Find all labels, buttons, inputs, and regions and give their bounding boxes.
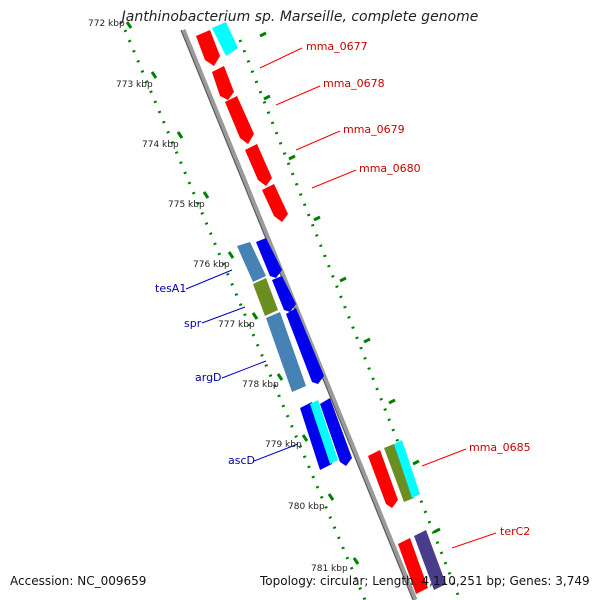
scale-label-781: 781 kbp bbox=[311, 564, 348, 574]
gene-block-middle[interactable] bbox=[237, 238, 352, 470]
gene-block-top[interactable] bbox=[196, 22, 288, 222]
inner-ruler bbox=[123, 29, 367, 600]
right-gene-labels: mma_0677 mma_0678 mma_0679 mma_0680 mma_… bbox=[306, 40, 531, 538]
gene-ascD[interactable] bbox=[300, 402, 332, 470]
label-tesA1[interactable]: tesA1 bbox=[155, 282, 186, 295]
outer-ruler bbox=[238, 39, 462, 600]
scale-label-773: 773 kbp bbox=[116, 80, 153, 90]
gene-blue-1[interactable] bbox=[256, 238, 282, 278]
gene-blue-3[interactable] bbox=[286, 308, 324, 384]
gene-cyan-0676[interactable] bbox=[212, 22, 238, 56]
scale-labels: 772 kbp 773 kbp 774 kbp 775 kbp 776 kbp … bbox=[88, 19, 348, 574]
label-ascD[interactable]: ascD bbox=[228, 454, 255, 467]
gene-blue-4[interactable] bbox=[320, 398, 352, 466]
gene-block-bottom[interactable] bbox=[368, 440, 446, 594]
left-callouts bbox=[185, 269, 299, 462]
label-argD[interactable]: argD bbox=[195, 371, 222, 384]
map-title: Janthinobacterium sp. Marseille, complet… bbox=[121, 9, 479, 25]
scale-label-780: 780 kbp bbox=[288, 502, 325, 512]
gene-mma-0677[interactable] bbox=[196, 30, 220, 66]
scale-label-777: 777 kbp bbox=[218, 320, 255, 330]
gene-cyan-lower[interactable] bbox=[394, 440, 420, 498]
label-mma-0678[interactable]: mma_0678 bbox=[323, 77, 385, 90]
label-spr[interactable]: spr bbox=[184, 317, 202, 330]
inner-ruler-ticks bbox=[125, 21, 360, 565]
gene-tesA1[interactable] bbox=[237, 242, 266, 282]
gene-mma-0681[interactable] bbox=[262, 184, 288, 222]
scale-label-775: 775 kbp bbox=[168, 200, 205, 210]
gene-terC2[interactable] bbox=[414, 530, 446, 590]
gene-cyan-ascD[interactable] bbox=[310, 400, 338, 464]
scale-label-776: 776 kbp bbox=[193, 260, 230, 270]
gene-mma-0680[interactable] bbox=[245, 144, 272, 186]
gene-terC2-red[interactable] bbox=[398, 538, 428, 594]
label-mma-0677[interactable]: mma_0677 bbox=[306, 40, 368, 53]
gene-argD[interactable] bbox=[266, 312, 306, 392]
gene-mma-0679[interactable] bbox=[225, 96, 254, 144]
accession-text: Accession: NC_009659 bbox=[10, 574, 147, 588]
label-mma-0680[interactable]: mma_0680 bbox=[359, 162, 421, 175]
scale-label-779: 779 kbp bbox=[265, 440, 302, 450]
scale-label-774: 774 kbp bbox=[142, 140, 179, 150]
gene-blue-2[interactable] bbox=[272, 276, 296, 312]
label-terC2[interactable]: terC2 bbox=[500, 525, 530, 538]
gene-mma-0678[interactable] bbox=[212, 66, 234, 100]
gene-spr[interactable] bbox=[253, 278, 278, 316]
scale-label-778: 778 kbp bbox=[242, 380, 279, 390]
outer-ruler-ticks bbox=[259, 31, 441, 534]
left-gene-labels: tesA1 spr argD ascD bbox=[155, 282, 255, 467]
label-mma-0685[interactable]: mma_0685 bbox=[469, 441, 531, 454]
genome-axis bbox=[180, 29, 418, 600]
scale-label-772: 772 kbp bbox=[88, 19, 125, 29]
topology-summary: Topology: circular; Length: 4,110,251 bp… bbox=[260, 574, 590, 588]
gene-red-lower[interactable] bbox=[368, 450, 398, 508]
right-callouts bbox=[259, 47, 497, 549]
label-mma-0679[interactable]: mma_0679 bbox=[343, 123, 405, 136]
gene-mma-0685[interactable] bbox=[384, 444, 414, 502]
